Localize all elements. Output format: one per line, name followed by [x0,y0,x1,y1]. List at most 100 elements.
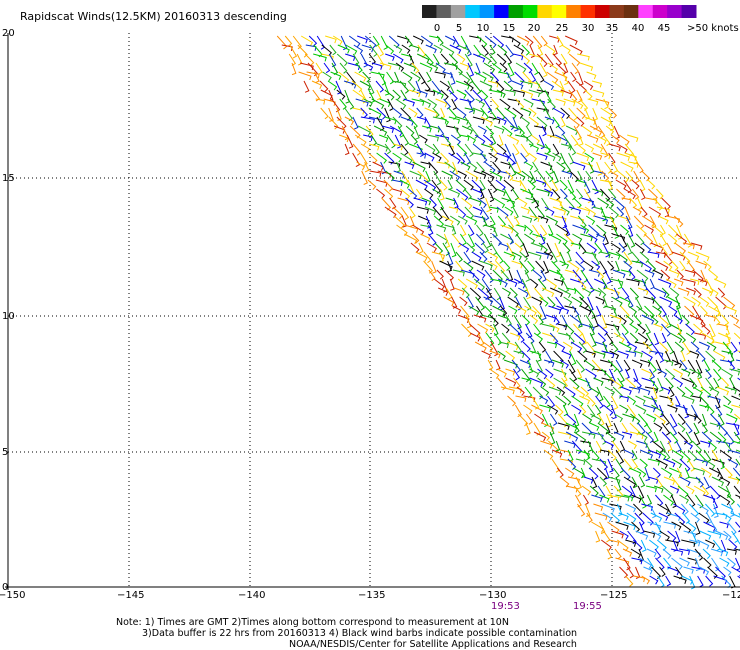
wind-barb [697,350,706,362]
wind-barb [512,116,519,132]
wind-barb [451,98,458,111]
wind-barb [556,305,570,315]
credit-line: NOAA/NESDIS/Center for Satellite Applica… [289,639,577,650]
wind-barb [595,296,605,305]
wind-barb [560,206,570,216]
wind-barb [636,161,644,174]
wind-barb [529,314,539,325]
wind-barb [527,179,536,190]
wind-barb [479,260,493,270]
x-tick-140: −140 [238,590,265,601]
wind-barb [559,449,571,457]
wind-barb [460,224,467,237]
wind-barb [544,143,552,155]
wind-barb [545,377,556,389]
wind-barb [580,224,590,234]
wind-barb [404,161,415,169]
wind-barb [510,332,521,341]
wind-barb [529,377,544,387]
wind-barb [351,80,363,93]
wind-barb [313,53,327,62]
wind-barb [607,521,620,534]
wind-barb [674,278,684,287]
colorbar-swatch [638,5,654,18]
wind-barb [617,368,625,383]
wind-barb [360,53,368,68]
wind-barb [721,314,730,326]
wind-barb [467,62,475,77]
wind-barb [529,170,537,184]
wind-barb [588,386,600,397]
wind-barb [565,323,575,335]
wind-barb [601,170,610,182]
wind-barb [575,458,586,466]
wind-barb [281,44,293,51]
wind-barb [608,152,616,165]
wind-barb [368,143,380,151]
wind-barb [581,197,595,206]
wind-barb [646,548,657,558]
wind-barb [596,467,608,481]
wind-barb [595,98,610,107]
wind-barb [700,440,711,448]
wind-barb [567,80,576,94]
wind-barb [594,512,608,521]
wind-barb [532,386,544,400]
wind-barb [497,377,507,391]
wind-barb [698,278,708,287]
wind-barb [554,278,564,286]
wind-barb [612,161,619,173]
wind-barb [522,134,534,148]
wind-barb [359,80,371,91]
wind-barb [629,467,642,477]
wind-barb [544,53,554,68]
wind-barb [619,233,628,249]
wind-barb [707,404,715,415]
wind-barb [569,170,580,183]
wind-barb [641,575,650,585]
wind-barb [572,161,586,171]
wind-barb [524,269,531,282]
wind-barb [703,260,712,271]
wind-barb [489,170,503,182]
wind-barb [690,512,700,523]
x-tick-135: −135 [358,590,385,601]
wind-barb [498,341,509,349]
wind-barb [678,413,686,425]
wind-barb [707,530,722,539]
wind-barb [588,467,599,480]
wind-barb [649,215,657,229]
wind-barb [695,476,704,488]
wind-barb [403,98,415,107]
wind-barb [719,476,731,487]
wind-barb [725,332,731,345]
wind-barb [564,161,572,173]
wind-barb [727,449,740,458]
wind-barb [625,350,637,357]
wind-barb [368,116,383,124]
wind-barb [615,494,630,502]
wind-barb [507,98,521,106]
wind-barb [700,269,707,283]
wind-barb [717,413,725,427]
wind-barb [592,107,599,121]
wind-barb [461,125,473,135]
wind-barb [618,512,629,521]
wind-barb [533,287,544,302]
wind-barb [625,314,634,325]
wind-barb [431,80,442,95]
wind-barb [635,296,643,311]
wind-barb [519,80,533,88]
wind-barb [515,134,529,142]
wind-barb [409,44,420,52]
wind-barb [671,260,679,271]
wind-barb [532,224,541,238]
wind-barb [565,485,578,493]
wind-barb [541,323,555,332]
wind-barb [519,179,527,193]
wind-barb [644,269,655,278]
wind-barb [385,44,395,55]
wind-barb [513,170,526,181]
wind-barb [420,224,432,231]
wind-barb [729,368,740,376]
